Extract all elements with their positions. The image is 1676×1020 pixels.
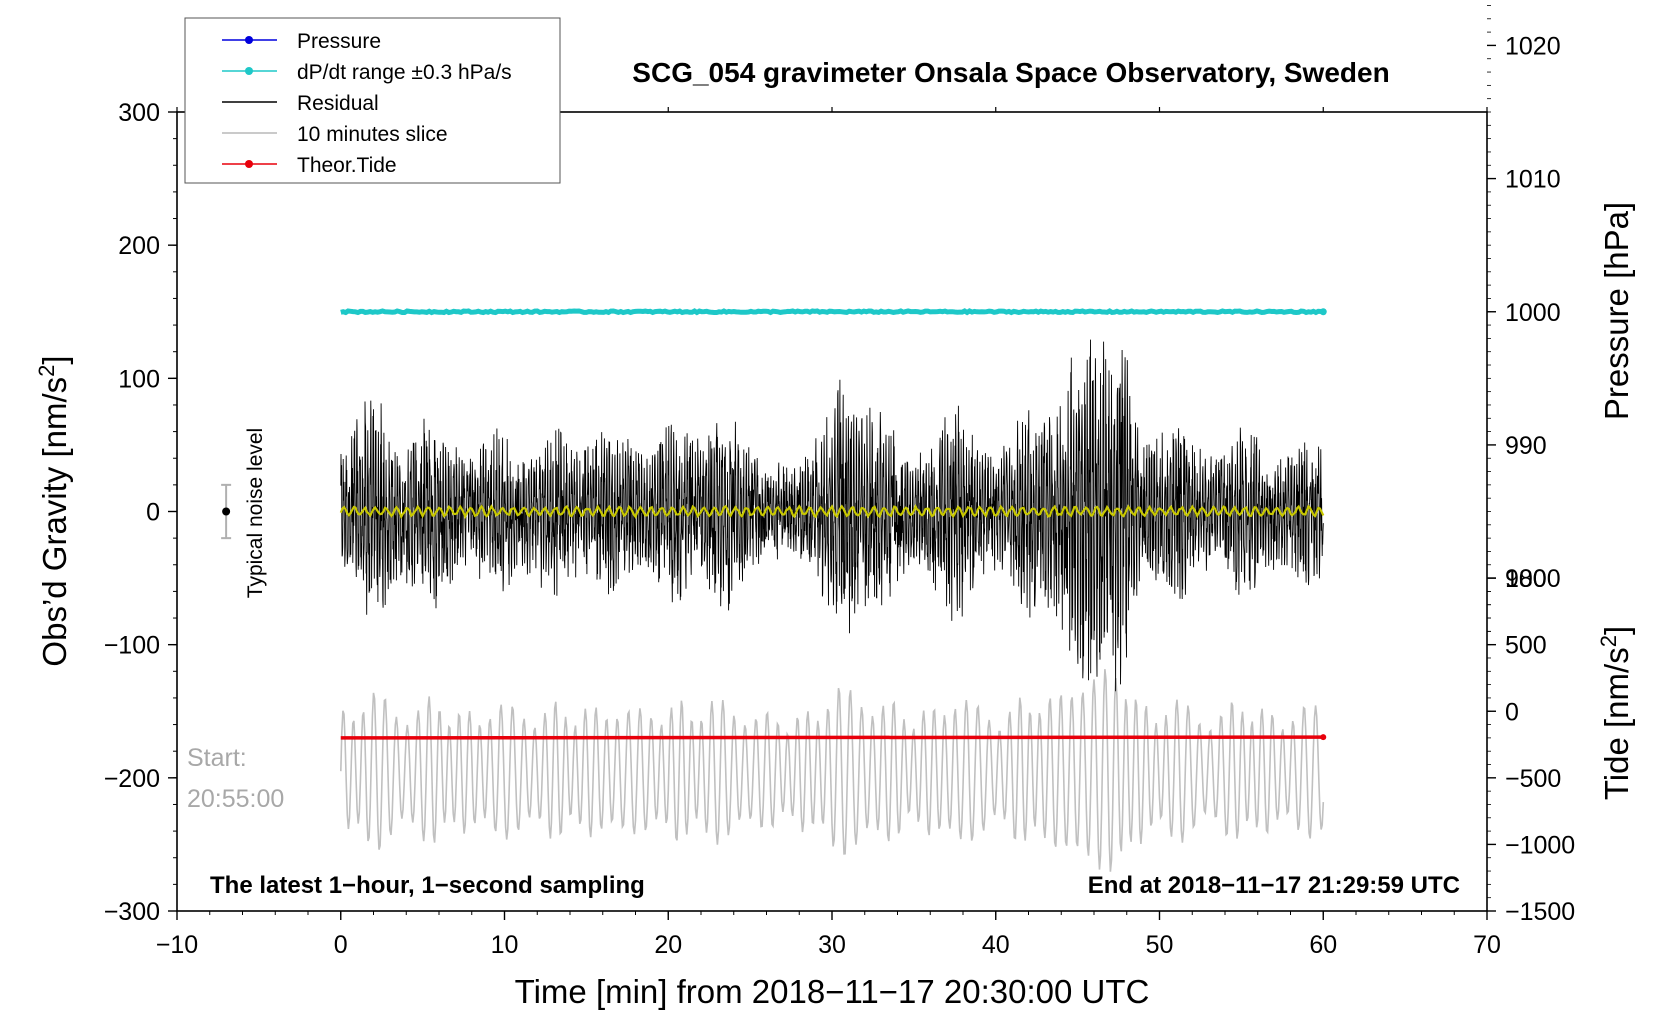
plot-area: −10 0 10 20 30 40 50 60 703002001000−100−200−300… bbox=[104, 5, 1575, 959]
legend-label: dP/dt range ±0.3 hPa/s bbox=[297, 61, 512, 84]
end-time-note: End at 2018−11−17 21:29:59 UTC bbox=[1088, 872, 1460, 899]
y-left-label-sup: 2 bbox=[34, 365, 59, 377]
legend-marker bbox=[245, 36, 253, 44]
noise-level-label: Typical noise level bbox=[244, 428, 267, 598]
tide-label-close: ] bbox=[1598, 626, 1635, 635]
pressure-tick-label: 1010 bbox=[1505, 166, 1561, 194]
start-time: 20:55:00 bbox=[187, 785, 284, 813]
dpdt-series-line bbox=[340, 308, 1324, 316]
noise-point bbox=[222, 507, 231, 516]
legend-marker bbox=[245, 160, 253, 168]
x-tick-label: 40 bbox=[982, 931, 1010, 959]
start-label: Start: bbox=[187, 744, 247, 772]
x-tick-label: 0 bbox=[334, 931, 348, 959]
y-left-tick-label: 300 bbox=[118, 99, 160, 127]
tide-tick-label: −500 bbox=[1505, 765, 1561, 793]
legend-marker bbox=[245, 67, 253, 75]
pressure-tick-label: 1020 bbox=[1505, 32, 1561, 60]
tide-series-line bbox=[340, 735, 1324, 740]
y-left-tick-label: −200 bbox=[104, 765, 160, 793]
y-left-tick-label: 100 bbox=[118, 365, 160, 393]
smoothed-residual-line bbox=[339, 503, 1325, 520]
tide-axis-label: Tide [nm/s2] bbox=[1596, 626, 1635, 800]
tide-tick-label: 1000 bbox=[1505, 565, 1561, 593]
legend-label: Theor.Tide bbox=[297, 154, 397, 177]
tide-end-point bbox=[1320, 734, 1327, 741]
y-left-tick-label: 200 bbox=[118, 232, 160, 260]
tide-label-sup: 2 bbox=[1596, 635, 1621, 647]
x-tick-label: 70 bbox=[1473, 931, 1501, 959]
sampling-note: The latest 1−hour, 1−second sampling bbox=[210, 872, 645, 899]
y-left-axis-label: Obs’d Gravity [nm/s2] bbox=[34, 355, 73, 666]
legend-box bbox=[184, 17, 561, 184]
x-tick-label: 20 bbox=[654, 931, 682, 959]
tide-tick-label: −1500 bbox=[1505, 898, 1575, 926]
slice-series-line bbox=[340, 669, 1325, 872]
legend: Pressure dP/dt range ±0.3 hPa/s Residual 10… bbox=[184, 17, 561, 184]
x-tick-label: 10 bbox=[491, 931, 519, 959]
x-tick-label: 60 bbox=[1309, 931, 1337, 959]
residual-series-line bbox=[340, 339, 1324, 692]
x-axis-label: Time [min] from 2018−11−17 20:30:00 UTC bbox=[515, 973, 1150, 1010]
pressure-tick-label: 1000 bbox=[1505, 299, 1561, 327]
legend-label: 10 minutes slice bbox=[297, 123, 448, 146]
legend-label: Pressure bbox=[297, 30, 381, 53]
legend-label: Residual bbox=[297, 92, 379, 115]
x-tick-label: 50 bbox=[1146, 931, 1174, 959]
chart-title: SCG_054 gravimeter Onsala Space Observat… bbox=[632, 57, 1389, 88]
y-left-tick-label: −100 bbox=[104, 632, 160, 660]
y-left-tick-label: 0 bbox=[146, 499, 160, 527]
pressure-axis-label: Pressure [hPa] bbox=[1598, 202, 1635, 420]
y-left-tick-label: −300 bbox=[104, 898, 160, 926]
pressure-tick-label: 980 bbox=[1505, 565, 1547, 593]
y-left-label-main: Obs’d Gravity [nm/s bbox=[36, 377, 73, 667]
x-tick-label: 30 bbox=[818, 931, 846, 959]
tide-tick-label: 0 bbox=[1505, 698, 1519, 726]
y-left-label-close: ] bbox=[36, 355, 73, 364]
axes-layer: −10 0 10 20 30 40 50 60 703002001000−100−200−300… bbox=[104, 5, 1575, 959]
x-tick-label: −10 bbox=[156, 931, 198, 959]
tide-tick-label: −1000 bbox=[1505, 831, 1575, 859]
tide-tick-label: 500 bbox=[1505, 632, 1547, 660]
dpdt-end-point bbox=[1319, 308, 1327, 316]
pressure-tick-label: 990 bbox=[1505, 432, 1547, 460]
series-layer bbox=[221, 308, 1327, 872]
tide-label-main: Tide [nm/s bbox=[1598, 647, 1635, 800]
